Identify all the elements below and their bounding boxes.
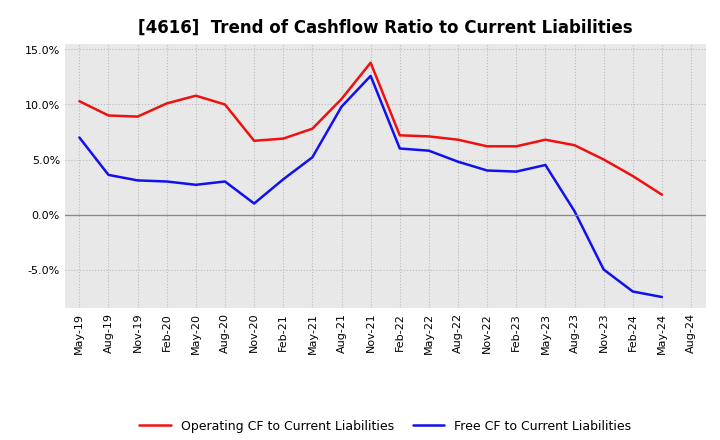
Free CF to Current Liabilities xyxy=(220,179,229,184)
Operating CF to Current Liabilities xyxy=(599,157,608,162)
Free CF to Current Liabilities xyxy=(366,73,375,78)
Free CF to Current Liabilities xyxy=(250,201,258,206)
Free CF to Current Liabilities xyxy=(75,135,84,140)
Operating CF to Current Liabilities xyxy=(483,143,492,149)
Operating CF to Current Liabilities xyxy=(512,143,521,149)
Free CF to Current Liabilities xyxy=(133,178,142,183)
Free CF to Current Liabilities xyxy=(570,209,579,214)
Free CF to Current Liabilities xyxy=(104,172,113,177)
Operating CF to Current Liabilities xyxy=(250,138,258,143)
Free CF to Current Liabilities xyxy=(192,182,200,187)
Free CF to Current Liabilities xyxy=(308,155,317,160)
Operating CF to Current Liabilities xyxy=(220,102,229,107)
Free CF to Current Liabilities xyxy=(629,289,637,294)
Operating CF to Current Liabilities xyxy=(308,126,317,131)
Operating CF to Current Liabilities xyxy=(657,192,666,197)
Free CF to Current Liabilities xyxy=(454,159,462,165)
Line: Operating CF to Current Liabilities: Operating CF to Current Liabilities xyxy=(79,62,662,194)
Operating CF to Current Liabilities xyxy=(337,96,346,102)
Operating CF to Current Liabilities xyxy=(570,143,579,148)
Operating CF to Current Liabilities xyxy=(454,137,462,143)
Operating CF to Current Liabilities xyxy=(163,101,171,106)
Free CF to Current Liabilities xyxy=(425,148,433,154)
Operating CF to Current Liabilities xyxy=(75,99,84,104)
Operating CF to Current Liabilities xyxy=(192,93,200,99)
Operating CF to Current Liabilities xyxy=(541,137,550,143)
Free CF to Current Liabilities xyxy=(657,294,666,300)
Free CF to Current Liabilities xyxy=(512,169,521,174)
Operating CF to Current Liabilities xyxy=(425,134,433,139)
Title: [4616]  Trend of Cashflow Ratio to Current Liabilities: [4616] Trend of Cashflow Ratio to Curren… xyxy=(138,19,632,37)
Operating CF to Current Liabilities xyxy=(104,113,113,118)
Free CF to Current Liabilities xyxy=(541,162,550,168)
Free CF to Current Liabilities xyxy=(483,168,492,173)
Operating CF to Current Liabilities xyxy=(366,60,375,65)
Free CF to Current Liabilities xyxy=(395,146,404,151)
Operating CF to Current Liabilities xyxy=(629,173,637,179)
Free CF to Current Liabilities xyxy=(599,267,608,272)
Operating CF to Current Liabilities xyxy=(279,136,287,141)
Operating CF to Current Liabilities xyxy=(133,114,142,119)
Operating CF to Current Liabilities xyxy=(395,132,404,138)
Free CF to Current Liabilities xyxy=(163,179,171,184)
Free CF to Current Liabilities xyxy=(337,104,346,110)
Free CF to Current Liabilities xyxy=(279,177,287,182)
Line: Free CF to Current Liabilities: Free CF to Current Liabilities xyxy=(79,76,662,297)
Legend: Operating CF to Current Liabilities, Free CF to Current Liabilities: Operating CF to Current Liabilities, Fre… xyxy=(135,414,636,437)
